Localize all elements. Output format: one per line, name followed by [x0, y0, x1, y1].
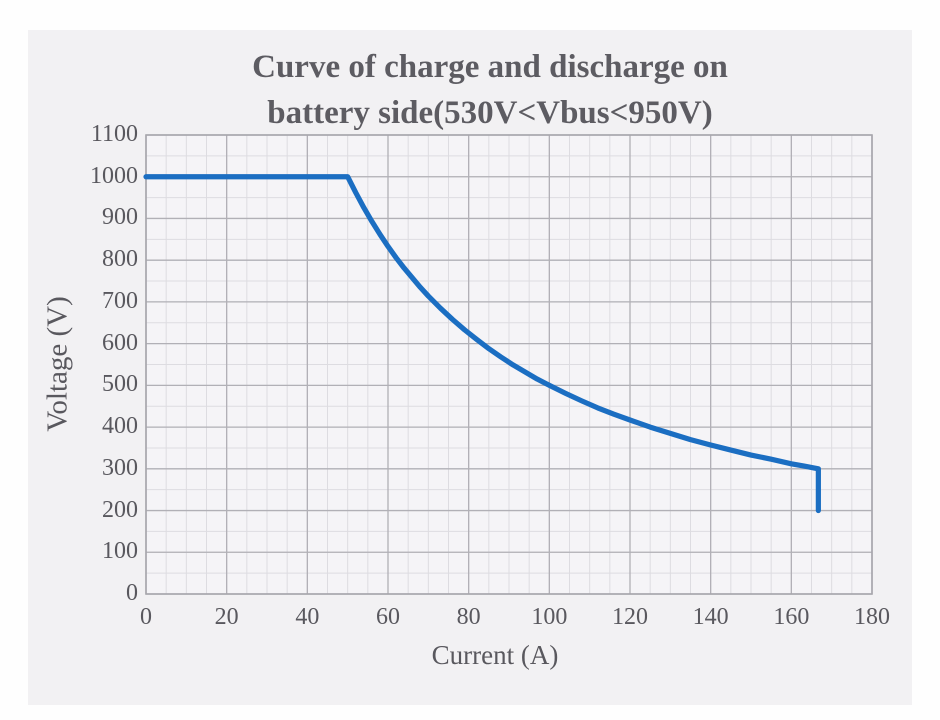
chart-title-line2: battery side(530V<Vbus<950V)	[267, 95, 713, 131]
x-axis-label: Current (A)	[431, 640, 559, 670]
plot-area	[143, 134, 873, 595]
chart-title-line1: Curve of charge and discharge on	[252, 49, 728, 85]
y-axis-label: Voltage (V)	[41, 296, 74, 432]
chart-title: Curve of charge and discharge on battery…	[105, 44, 875, 136]
